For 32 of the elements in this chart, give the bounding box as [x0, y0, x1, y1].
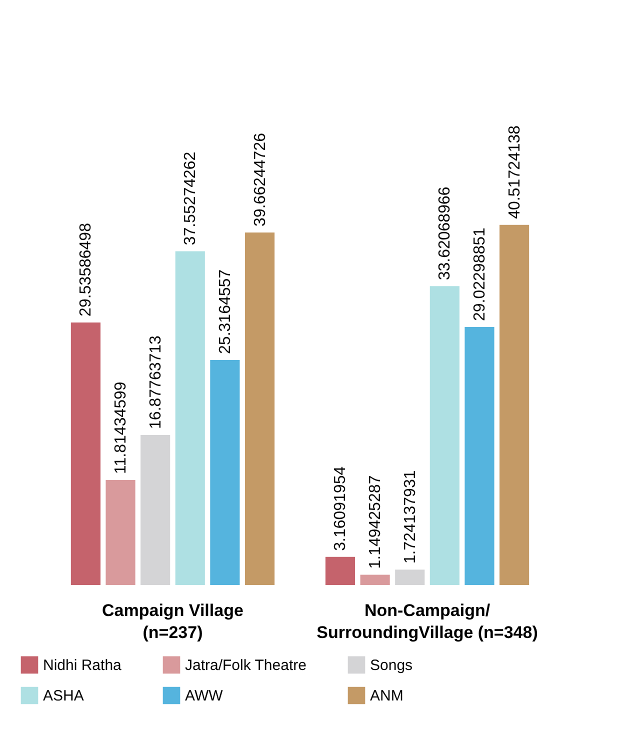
legend-label: Songs [370, 656, 413, 674]
bar [140, 434, 170, 585]
bar [70, 322, 100, 585]
bar [464, 327, 494, 585]
data-label: 33.62068966 [436, 186, 454, 280]
data-label: 25.3164557 [216, 269, 234, 354]
data-label: 29.02298851 [471, 227, 488, 322]
legend-label: Jatra/Folk Theatre [185, 656, 306, 674]
data-label: 16.87763713 [147, 335, 164, 429]
bar [244, 232, 275, 585]
legend-label: Nidhi Ratha [43, 656, 122, 674]
x-tick-label: Campaign Village (n=237) [102, 601, 244, 642]
data-label: 3.16091954 [332, 466, 350, 551]
bar [106, 480, 136, 585]
bar [500, 224, 530, 585]
data-label: 1.724137931 [402, 470, 419, 564]
legend-label: ANM [370, 688, 404, 704]
data-label: 39.66244726 [252, 132, 269, 226]
bar [360, 574, 390, 585]
bar [325, 556, 356, 585]
bar [395, 570, 425, 585]
data-label: 29.53586498 [78, 222, 95, 316]
legend-label: ASHA [43, 688, 84, 704]
data-label: 1.149425287 [367, 475, 384, 569]
bar [210, 360, 240, 585]
data-label: 40.51724138 [506, 125, 524, 219]
legend-label: AWW [185, 688, 224, 704]
bar [175, 251, 205, 585]
bar [430, 286, 460, 585]
x-tick-label: Non-Campaign/ SurroundingVillage (n=348) [316, 601, 538, 642]
data-label: 37.55274262 [182, 152, 200, 246]
data-label: 11.81434599 [112, 382, 130, 474]
